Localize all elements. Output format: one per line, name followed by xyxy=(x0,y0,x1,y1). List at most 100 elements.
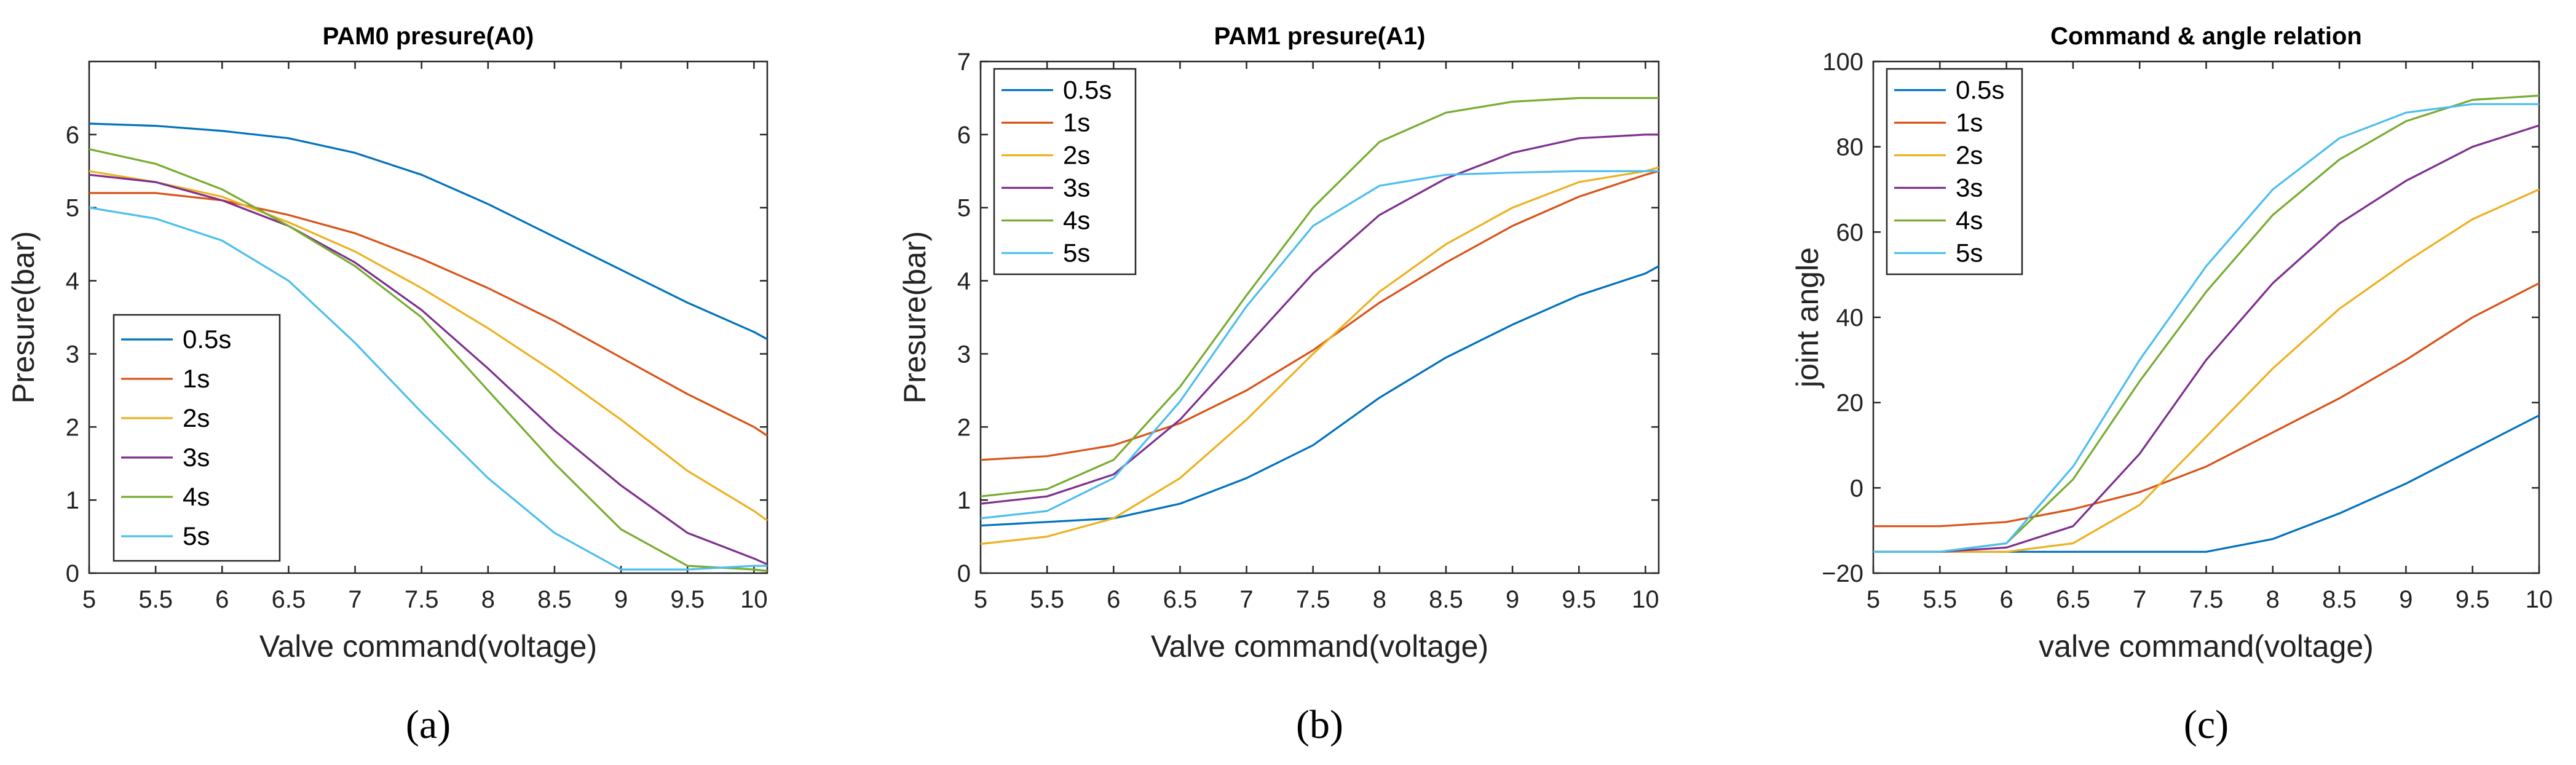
x-tick-label: 6 xyxy=(1999,586,2013,613)
series-line-3s xyxy=(980,133,1659,505)
series-line-3s xyxy=(89,173,768,566)
x-tick-label: 5 xyxy=(82,586,96,613)
x-axis-label: Valve command(voltage) xyxy=(259,629,597,664)
y-tick-label: 3 xyxy=(957,341,971,368)
x-tick-label: 9.5 xyxy=(1562,586,1596,613)
legend-entry-label: 0.5s xyxy=(183,325,231,354)
x-tick-label: 10 xyxy=(2526,586,2553,613)
x-tick-label: 8.5 xyxy=(1429,586,1463,613)
y-tick-label: 40 xyxy=(1836,304,1864,331)
legend-entry-label: 2s xyxy=(183,403,210,432)
x-tick-label: 6 xyxy=(215,586,229,613)
y-tick-label: 7 xyxy=(957,49,971,76)
series-line-1s xyxy=(1873,282,2540,528)
legend-entry-label: 0.5s xyxy=(1063,76,1112,105)
x-tick-label: 8.5 xyxy=(2322,586,2357,613)
series-line-5s xyxy=(1873,103,2539,553)
legend-entry-label: 3s xyxy=(183,443,210,472)
y-axis-label: joint angle xyxy=(1790,247,1825,389)
x-tick-label: 9 xyxy=(614,586,628,613)
x-tick-label: 7.5 xyxy=(405,586,439,613)
y-tick-label: 6 xyxy=(66,122,79,149)
legend-box xyxy=(993,68,1137,275)
panel-label: (b) xyxy=(1296,702,1343,747)
legend-entry-label: 5s xyxy=(183,521,210,550)
x-tick-label: 7.5 xyxy=(2189,586,2224,613)
chart-title: PAM0 presure(A0) xyxy=(323,23,534,50)
series-line-3s xyxy=(1873,124,2540,553)
x-tick-label: 7.5 xyxy=(1296,586,1330,613)
series-line-0_5s xyxy=(89,122,768,341)
x-axis-label: Valve command(voltage) xyxy=(1151,629,1488,664)
x-tick-label: 6.5 xyxy=(1163,586,1198,613)
x-tick-label: 7 xyxy=(1239,586,1253,613)
legend-entry-label: 5s xyxy=(1956,239,1983,268)
x-tick-label: 5.5 xyxy=(1922,586,1957,613)
y-tick-label: 6 xyxy=(957,122,971,149)
x-tick-label: 10 xyxy=(740,586,768,613)
series-line-5s xyxy=(89,207,767,571)
legend-entry-label: 3s xyxy=(1956,173,1983,202)
x-tick-label: 9.5 xyxy=(670,586,705,613)
x-tick-label: 7 xyxy=(2133,586,2146,613)
y-tick-label: 2 xyxy=(66,414,79,441)
y-tick-label: 5 xyxy=(66,195,79,222)
x-tick-label: 7 xyxy=(348,586,362,613)
y-axis-label: Presure(bar) xyxy=(898,231,932,404)
legend-entry-label: 1s xyxy=(1063,108,1090,137)
panel-label: (a) xyxy=(406,702,451,747)
x-tick-label: 6 xyxy=(1107,586,1120,613)
legend-entry-label: 0.5s xyxy=(1956,76,2004,105)
legend-entry-label: 4s xyxy=(1956,206,1983,235)
y-tick-label: 20 xyxy=(1836,390,1864,417)
series-line-1s xyxy=(89,192,768,437)
y-tick-label: 1 xyxy=(957,487,971,514)
y-tick-label: 3 xyxy=(66,341,79,368)
series-line-5s xyxy=(980,170,1659,520)
x-tick-label: 5 xyxy=(1867,586,1880,613)
legend-box xyxy=(113,314,281,562)
x-tick-label: 9 xyxy=(1506,586,1519,613)
chart-title: PAM1 presure(A1) xyxy=(1214,23,1426,50)
x-tick-label: 5 xyxy=(974,586,987,613)
legend-entry-label: 5s xyxy=(1063,239,1090,268)
series-line-1s xyxy=(980,170,1659,461)
series-line-0_5s xyxy=(980,265,1659,527)
series-line-4s xyxy=(980,97,1659,497)
x-tick-label: 8 xyxy=(1373,586,1386,613)
legend-entry-label: 4s xyxy=(183,482,210,511)
y-tick-label: 2 xyxy=(957,414,971,441)
x-tick-label: 8.5 xyxy=(537,586,572,613)
legend-entry-label: 2s xyxy=(1063,141,1090,170)
x-tick-label: 8 xyxy=(481,586,495,613)
x-tick-label: 5.5 xyxy=(138,586,173,613)
y-tick-label: −20 xyxy=(1822,560,1863,587)
legend-entry-label: 4s xyxy=(1063,206,1090,235)
y-tick-label: 80 xyxy=(1836,134,1864,161)
y-axis-label: Presure(bar) xyxy=(6,231,41,404)
y-tick-label: 4 xyxy=(66,268,79,295)
chart-panel-c: 5 5.5 6 6.5 7 7.5 8 8.5 9 9.5 10 −20 0 20 40 60 80 100 Com… xyxy=(1790,23,2553,747)
legend-entry-label: 1s xyxy=(183,364,210,393)
chart-title: Command & angle relation xyxy=(2050,23,2362,50)
series-line-2s xyxy=(89,170,768,521)
y-tick-label: 0 xyxy=(1850,475,1863,502)
x-tick-label: 6.5 xyxy=(2056,586,2090,613)
series-line-2s xyxy=(980,166,1659,545)
x-tick-label: 6.5 xyxy=(272,586,306,613)
y-tick-label: 5 xyxy=(957,195,971,222)
series-line-4s xyxy=(89,148,768,572)
x-tick-label: 9 xyxy=(2399,586,2412,613)
legend-entry-label: 1s xyxy=(1956,108,1983,137)
y-tick-label: 100 xyxy=(1822,49,1863,76)
x-tick-label: 8 xyxy=(2266,586,2280,613)
y-tick-label: 0 xyxy=(957,560,971,587)
y-tick-label: 4 xyxy=(957,268,971,295)
y-tick-label: 0 xyxy=(66,560,79,587)
x-axis-label: valve command(voltage) xyxy=(2039,629,2374,664)
legend-entry-label: 2s xyxy=(1956,141,1983,170)
x-tick-label: 9.5 xyxy=(2455,586,2490,613)
legend-entry-label: 3s xyxy=(1063,173,1090,202)
chart-panel-a: 5 5.5 6 6.5 7 7.5 8 8.5 9 9.5 10 0 1 2 3 4 5 6 PAM0 presur… xyxy=(6,23,768,747)
